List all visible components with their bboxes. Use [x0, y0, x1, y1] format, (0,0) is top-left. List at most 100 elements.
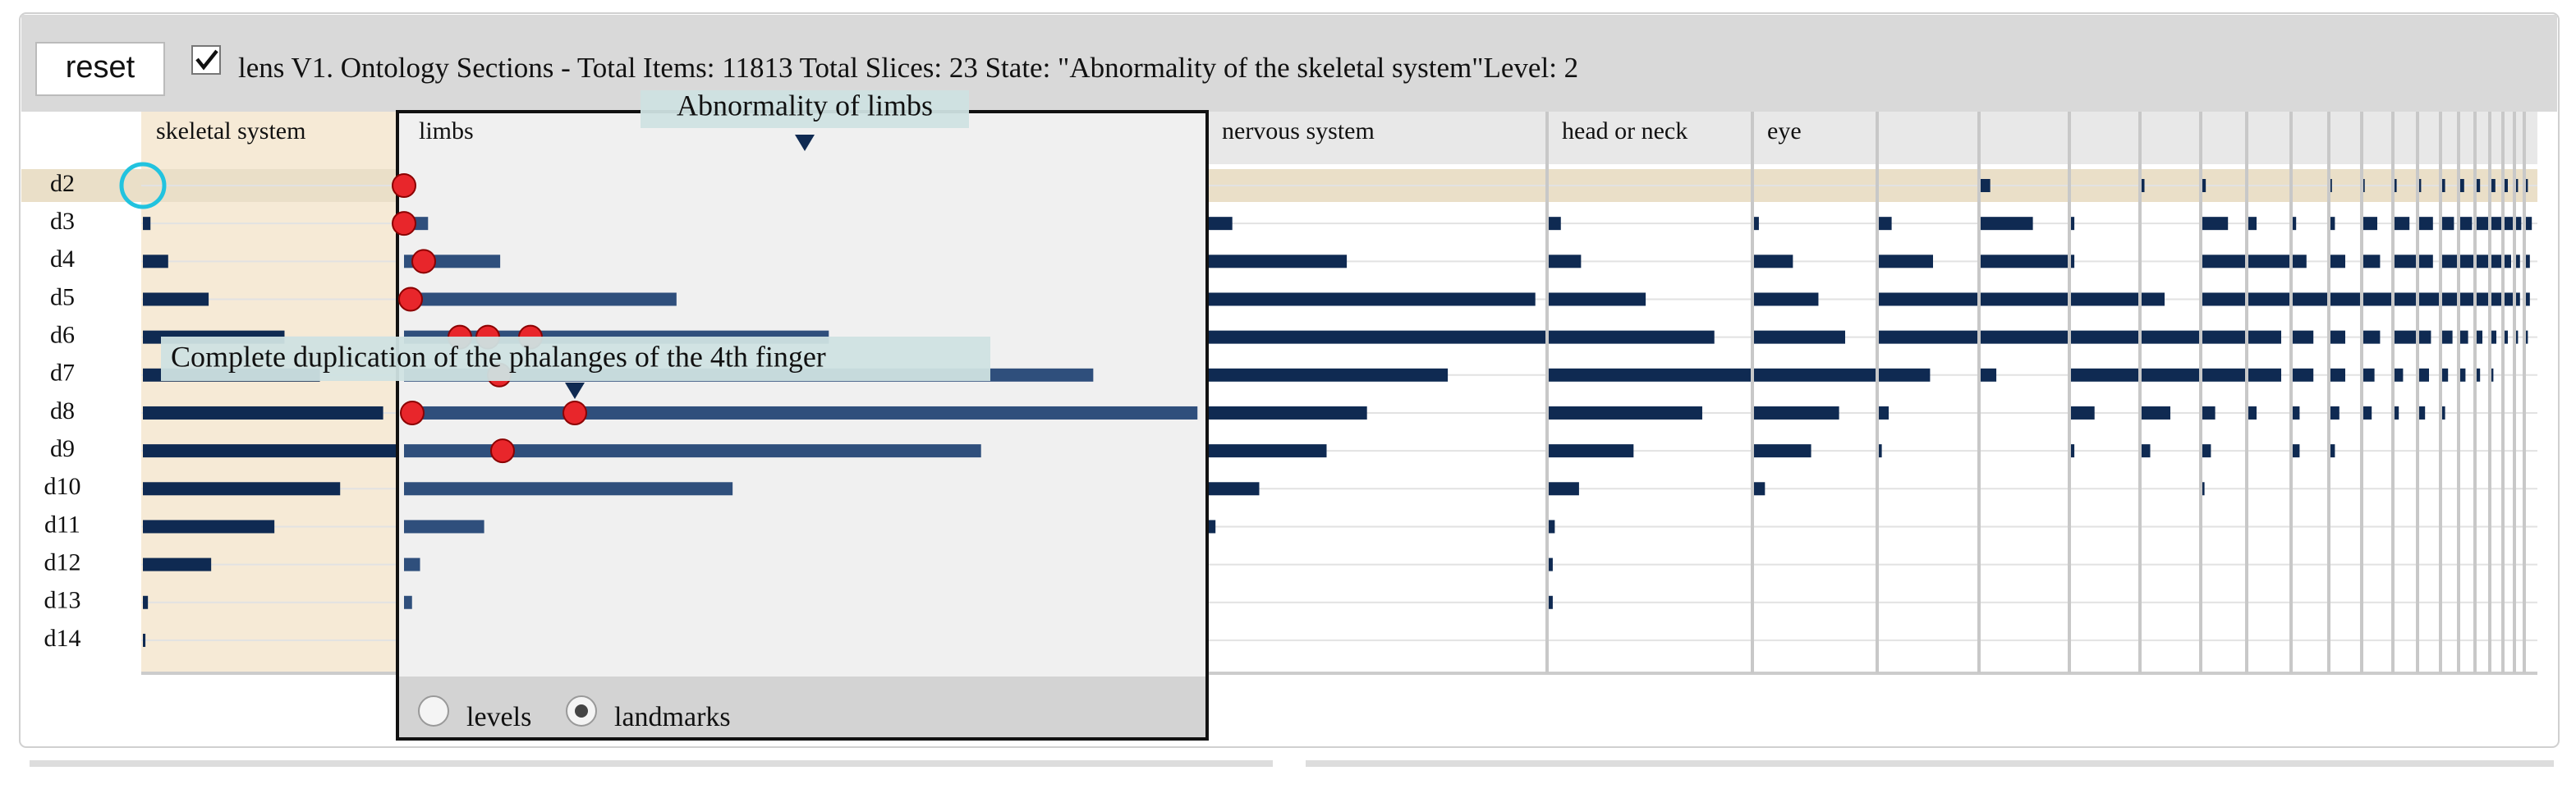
bar — [2330, 292, 2360, 306]
lens-title: Abnormality of limbs — [677, 89, 933, 122]
landmark[interactable] — [490, 438, 515, 464]
row-label: d10 — [44, 473, 81, 500]
tooltip: Complete duplication of the phalanges of… — [171, 340, 826, 373]
bar — [1549, 255, 1582, 268]
bar — [2395, 406, 2399, 420]
bar — [2505, 179, 2508, 192]
bar — [143, 482, 341, 496]
bar — [2477, 368, 2481, 382]
pointer — [795, 135, 815, 151]
bar — [2293, 292, 2327, 306]
bar — [1981, 179, 1991, 192]
landmark[interactable] — [392, 173, 416, 198]
row-label: d2 — [50, 170, 75, 197]
bar — [2419, 330, 2431, 344]
section-label[interactable]: head or neck — [1562, 117, 1687, 144]
bar — [2293, 406, 2300, 420]
bar — [1549, 520, 1555, 534]
bar — [2516, 292, 2520, 306]
landmark[interactable] — [411, 249, 436, 274]
bar — [1549, 217, 1561, 231]
lens-panel — [397, 112, 1207, 739]
selected-column — [141, 112, 397, 673]
bar — [2248, 255, 2289, 268]
bar — [2477, 255, 2488, 268]
bar — [2491, 330, 2496, 344]
bar — [2330, 330, 2345, 344]
bar — [1879, 255, 1933, 268]
bar — [2330, 255, 2345, 268]
bar — [1879, 217, 1892, 231]
bar — [2293, 217, 2297, 231]
bar — [2395, 330, 2416, 344]
bar — [2248, 368, 2281, 382]
bar — [404, 292, 677, 306]
bar — [1209, 217, 1233, 231]
bar — [1549, 292, 1646, 306]
radio[interactable] — [418, 695, 449, 727]
bar — [2419, 368, 2429, 382]
section-label[interactable]: eye — [1767, 117, 1802, 144]
bar — [2419, 292, 2439, 306]
bar — [404, 595, 412, 609]
bar — [1754, 444, 1811, 458]
plot: d2 d3 d4 d5 d6 d7 d8 d9 d10 d11 d12 d13 d14 skeletal … — [21, 89, 2537, 741]
bar — [2363, 179, 2365, 192]
bar — [2419, 406, 2426, 420]
bar — [2330, 368, 2345, 382]
bar — [2142, 406, 2170, 420]
bar — [1981, 368, 1997, 382]
row-label: d9 — [50, 435, 75, 462]
bar — [2330, 179, 2332, 192]
bar — [2202, 330, 2245, 344]
bar — [2477, 217, 2488, 231]
lens-controls — [397, 677, 1207, 739]
bar — [2071, 217, 2075, 231]
bar — [1549, 330, 1715, 344]
bar — [143, 557, 212, 571]
bar — [1549, 482, 1579, 496]
bar — [143, 520, 275, 534]
bar — [2491, 179, 2496, 192]
section-label[interactable]: skeletal system — [156, 117, 305, 144]
bar — [2460, 255, 2473, 268]
bar — [404, 520, 484, 534]
divider — [1306, 760, 2554, 767]
cursor-ring — [119, 162, 167, 209]
bar — [2442, 292, 2457, 306]
landmark[interactable] — [562, 400, 587, 425]
reset-button[interactable] — [35, 42, 165, 96]
radio-label[interactable]: landmarks — [614, 702, 731, 732]
bar — [404, 482, 733, 496]
bar — [2460, 179, 2464, 192]
bar — [2202, 292, 2245, 306]
radio-label[interactable]: levels — [466, 702, 531, 732]
row-label: d4 — [50, 245, 75, 273]
bar — [2248, 217, 2257, 231]
bar — [2526, 292, 2530, 306]
bar — [2293, 444, 2300, 458]
bar — [1549, 406, 1702, 420]
row-label: d7 — [50, 360, 75, 387]
bar — [143, 406, 383, 420]
bar — [1981, 255, 2068, 268]
reset-label[interactable]: reset — [66, 50, 135, 85]
bar — [1209, 482, 1260, 496]
bar — [1754, 292, 1819, 306]
bar — [2395, 217, 2410, 231]
bar — [2505, 330, 2508, 344]
bar — [2516, 217, 2522, 231]
row-label: d5 — [50, 283, 75, 310]
section-label[interactable]: limbs — [419, 117, 474, 144]
bar — [1981, 330, 2068, 344]
landmark[interactable] — [398, 287, 423, 312]
bar — [2202, 368, 2245, 382]
checkmark — [195, 49, 218, 71]
bar — [1754, 330, 1845, 344]
bar — [2142, 444, 2151, 458]
section-label[interactable]: nervous system — [1222, 117, 1375, 144]
bar — [1879, 368, 1931, 382]
bar — [2505, 217, 2513, 231]
landmark[interactable] — [392, 211, 416, 236]
landmark[interactable] — [400, 400, 425, 425]
